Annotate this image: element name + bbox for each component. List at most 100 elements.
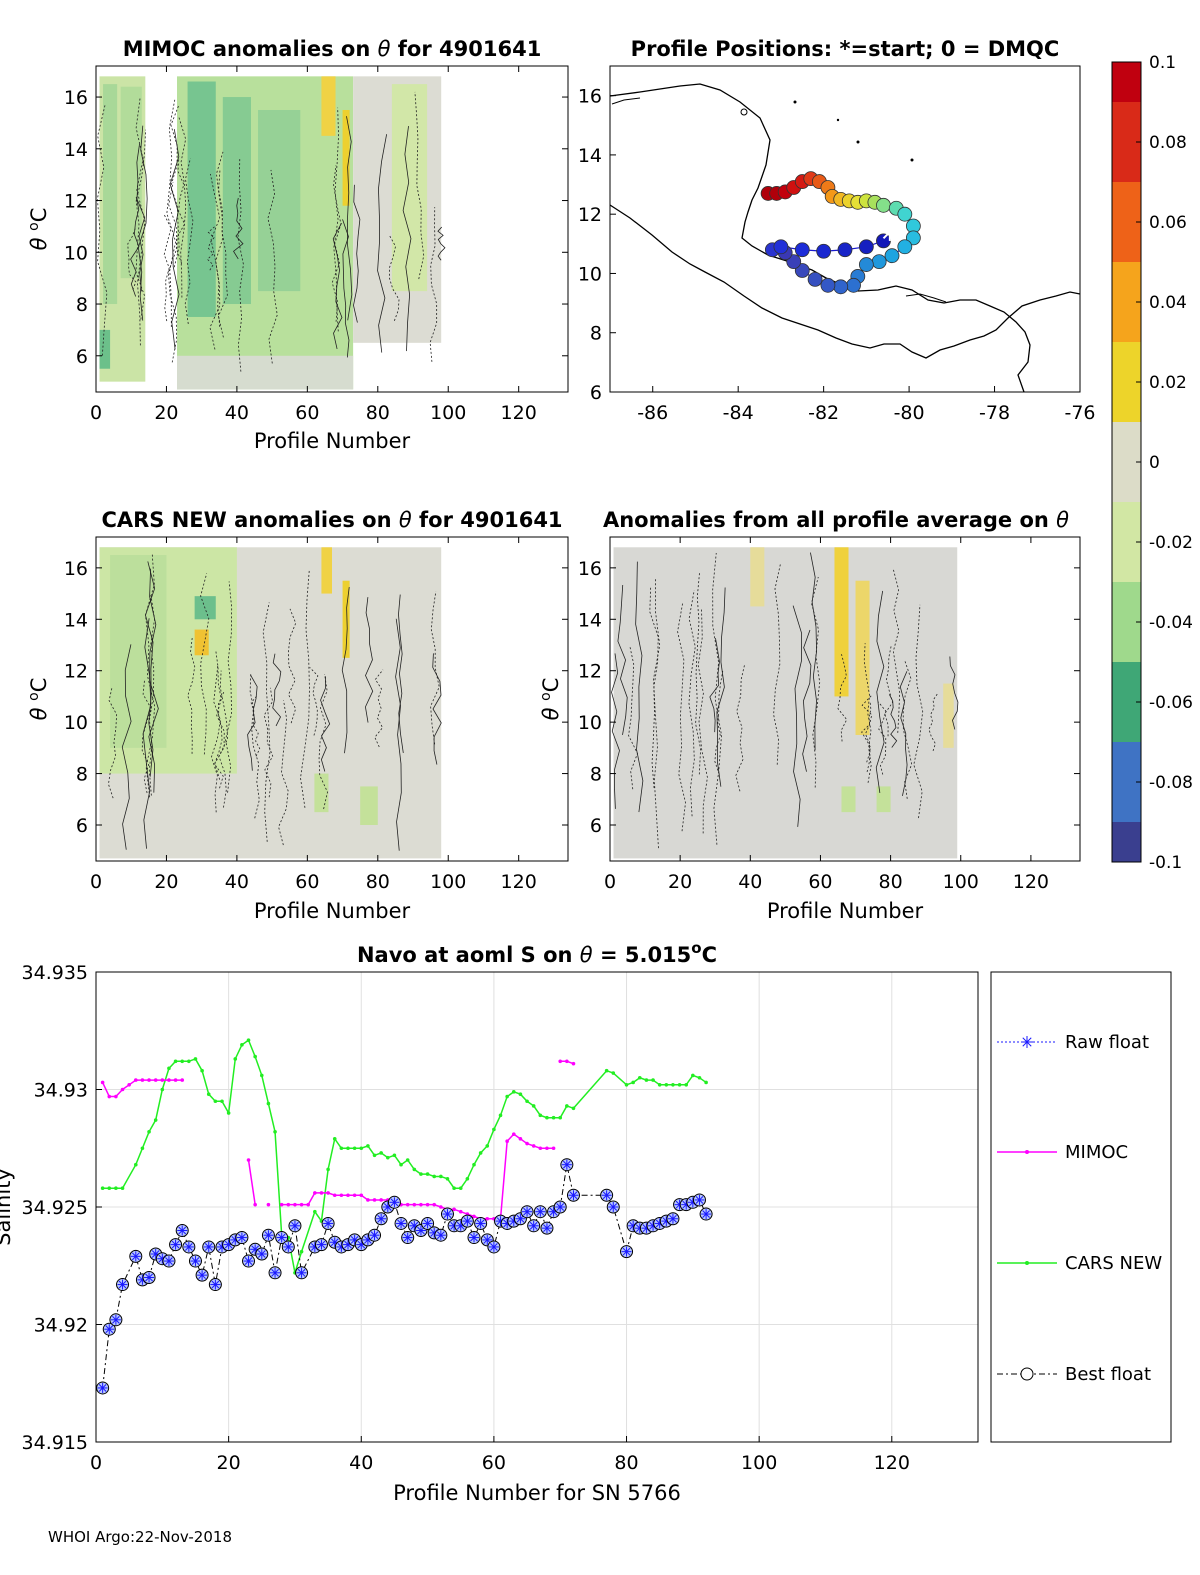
x-tick-label: 60 xyxy=(295,402,319,424)
raw-float-asterisk xyxy=(377,1214,386,1223)
mimoc-anomaly-patch xyxy=(103,84,118,305)
salinity-legend: Raw float MIMOC CARS NEW Best float xyxy=(990,971,1172,1443)
raw-float-asterisk xyxy=(238,1233,246,1242)
y-tick-label: 6 xyxy=(590,815,602,837)
cars-contour xyxy=(432,653,442,765)
raw-float-asterisk xyxy=(443,1210,452,1218)
allavg-contour xyxy=(949,656,959,730)
colorbar-tick-label: -0.04 xyxy=(1149,613,1193,633)
x-tick-label: 80 xyxy=(614,1452,638,1474)
colorbar-tick-label: -0.1 xyxy=(1149,853,1182,873)
cars-contour xyxy=(320,676,331,772)
cars-new-point xyxy=(233,1057,238,1061)
y-tick-label: 10 xyxy=(64,712,88,734)
colorbar-swatch xyxy=(1112,842,1141,863)
raw-float-asterisk xyxy=(317,1240,326,1249)
mimoc-contour xyxy=(184,158,194,325)
mimoc-point xyxy=(167,1078,171,1082)
raw-float-asterisk xyxy=(483,1236,492,1244)
cars-new-point xyxy=(458,1186,463,1190)
raw-float-asterisk xyxy=(695,1196,704,1204)
allavg-contour xyxy=(653,577,661,849)
raw-float-asterisk xyxy=(191,1257,200,1265)
raw-float-asterisk xyxy=(562,1160,571,1169)
colorbar-ticks: 0.1 0.08 0.06 0.04 0.02 0 -0.02 -0.04 -0.06 -0.08… xyxy=(1136,53,1193,873)
colorbar-swatch xyxy=(1112,242,1141,263)
colorbar-tick-label: 0.04 xyxy=(1149,293,1187,313)
cars-new-point xyxy=(637,1075,642,1080)
raw-float-asterisk xyxy=(131,1252,140,1261)
colorbar-swatch xyxy=(1112,582,1141,603)
mimoc-point xyxy=(558,1059,563,1064)
mimoc-point xyxy=(173,1078,178,1082)
cars-new-point xyxy=(419,1172,423,1176)
y-tick-label: 16 xyxy=(64,558,88,580)
allavg-contour xyxy=(861,701,872,763)
legend-item: CARS NEW xyxy=(997,1253,1162,1274)
mimoc-contour xyxy=(215,151,224,327)
mimoc-point xyxy=(160,1078,165,1082)
cars-contour xyxy=(214,650,225,780)
allavg-contour xyxy=(697,609,708,834)
colorbar-swatch xyxy=(1112,782,1141,803)
x-tick-label: -86 xyxy=(637,402,668,424)
raw-float-asterisk xyxy=(211,1280,220,1289)
x-tick-label: 20 xyxy=(154,871,178,893)
legend-box xyxy=(990,971,1172,1443)
raw-float-asterisk xyxy=(569,1191,578,1200)
raw-float-asterisk xyxy=(622,1247,631,1256)
x-tick-label: 0 xyxy=(604,871,616,893)
mimoc-contour xyxy=(267,169,278,364)
coastline-map xyxy=(609,83,1081,393)
raw-float-asterisk xyxy=(291,1221,299,1230)
cars-new-point xyxy=(153,1118,158,1122)
gulf-coast xyxy=(905,293,947,303)
profile-position-marker xyxy=(820,277,836,293)
salinity-x-label: Profile Number for SN 5766 xyxy=(393,1481,681,1505)
allavg-contour xyxy=(811,576,821,788)
allavg-contour xyxy=(802,629,812,772)
cars-new-point xyxy=(472,1162,476,1167)
mimoc-contour xyxy=(237,157,244,372)
allavg-contour xyxy=(902,660,913,799)
allavg-anomaly-patch xyxy=(613,547,958,859)
y-tick-label: 34.935 xyxy=(22,962,88,984)
cars-contour xyxy=(365,597,374,723)
cars-new-point xyxy=(684,1083,689,1087)
mimoc-point xyxy=(246,1158,251,1162)
mimoc-point xyxy=(253,1202,257,1207)
raw-float-asterisk xyxy=(370,1231,379,1240)
allavg-contour xyxy=(875,590,885,793)
mimoc-contour xyxy=(206,226,215,271)
cars-new-point xyxy=(405,1158,410,1162)
cars-new-point xyxy=(299,1249,304,1254)
profile-position-marker xyxy=(876,233,891,249)
x-tick-label: 80 xyxy=(366,871,390,893)
x-tick-label: 20 xyxy=(217,1452,241,1474)
allavg-contour xyxy=(611,653,620,809)
raw-float-asterisk xyxy=(324,1219,332,1228)
cars-new-point xyxy=(691,1073,695,1078)
cars-new-point xyxy=(100,1186,105,1190)
raw-float-asterisk xyxy=(271,1268,279,1277)
cars-anomaly-patch xyxy=(194,629,209,656)
mimoc-contour xyxy=(127,228,137,290)
raw-float-asterisk xyxy=(463,1217,472,1225)
cars-new-point xyxy=(531,1104,536,1108)
mimoc-heatmap xyxy=(99,76,442,390)
salinity-panel-title: Navo at aoml S on θ = 5.015oC xyxy=(357,939,717,967)
mimoc-point xyxy=(372,1198,377,1202)
cars-new-point xyxy=(240,1043,244,1047)
allavg-contour xyxy=(861,695,873,773)
mimoc-anomaly-patch xyxy=(177,355,354,390)
cars-contour xyxy=(225,581,233,793)
mimoc-anomaly-patch xyxy=(342,109,350,206)
y-tick-label: 6 xyxy=(590,382,602,404)
mimoc-point xyxy=(472,1214,476,1219)
raw-float-asterisk xyxy=(403,1233,412,1242)
allavg-heatmap xyxy=(613,547,958,859)
profile-position-marker xyxy=(773,239,789,255)
profile-position-marker xyxy=(897,239,913,255)
mimoc-point xyxy=(279,1202,284,1207)
cars-new-point xyxy=(140,1146,145,1151)
